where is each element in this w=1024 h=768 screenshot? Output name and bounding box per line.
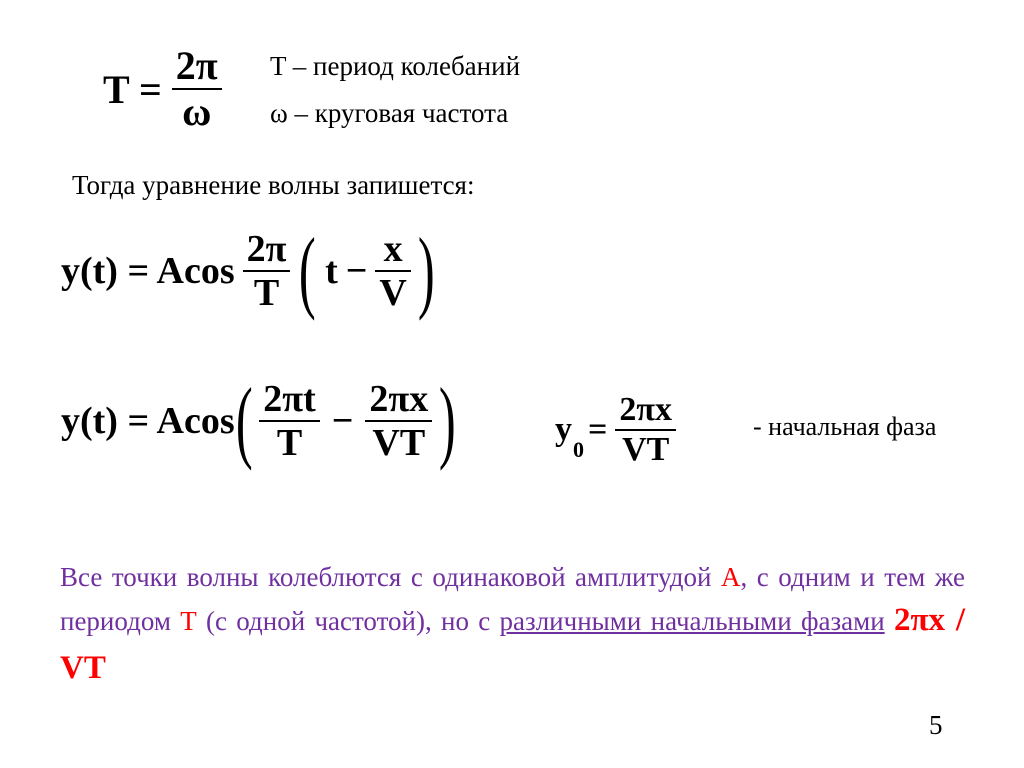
eq3-t2-den: VT [368,422,429,462]
eq3-term2: 2πx VT [365,380,432,462]
eq4-frac: 2πx VT [615,393,676,467]
para-p1: Все точки волны колеблются с одинаковой … [60,562,721,592]
eq4-sub: 0 [573,437,584,463]
definition-omega: ω – круговая частота [270,98,508,129]
eq1-lhs: T = [103,66,162,113]
equation-wave-2: y(t) = Acos ( 2πt T − 2πx VT ) [61,380,463,462]
definition-period: T – период колебаний [270,51,520,82]
equation-initial-phase: y 0 = 2πx VT [555,393,676,467]
rparen-icon: ) [439,384,456,458]
para-p3: (с одной частотой), но с [197,606,500,636]
eq3-t1-den: T [273,422,306,462]
eq2-prefix: y(t) = Acos [61,249,235,293]
eq2-coef: 2π T [243,230,291,312]
eq4-num: 2πx [615,393,676,429]
initial-phase-label: - начальная фаза [753,412,936,442]
lparen-icon: ( [299,234,316,308]
eq2-inner-num: x [380,230,407,270]
eq2-inner-frac: x V [375,230,410,312]
page-number: 5 [929,710,943,741]
eq4-den: VT [618,431,673,467]
eq2-inner-den: V [375,272,410,312]
para-period-T: Т [180,606,197,636]
eq3-t2-num: 2πx [365,380,432,420]
eq3-term1: 2πt T [259,380,319,462]
lparen-icon: ( [236,384,253,458]
eq2-coef-den: T [250,272,283,312]
eq3-t1-num: 2πt [259,380,319,420]
eq2-inner-t: t [325,249,338,293]
lead-text: Тогда уравнение волны запишется: [72,170,474,201]
eq3-minus: − [332,399,354,443]
rparen-icon: ) [418,234,435,308]
summary-paragraph: Все точки волны колеблются с одинаковой … [60,558,965,693]
para-p4: различными начальными фазами [500,606,885,636]
eq2-coef-num: 2π [243,230,291,270]
para-amplitude-A: А [721,562,741,592]
eq1-num: 2π [172,46,222,88]
eq1-den: ω [178,90,215,132]
equation-wave-1: y(t) = Acos 2π T ( t − x V ) [61,230,442,312]
eq2-inner-minus: − [346,249,368,293]
eq1-fraction: 2π ω [172,46,222,132]
equation-period: T = 2π ω [103,46,222,132]
eq4-y: y [555,411,572,449]
eq4-equals: = [588,411,607,449]
eq3-prefix: y(t) = Acos [61,399,235,443]
